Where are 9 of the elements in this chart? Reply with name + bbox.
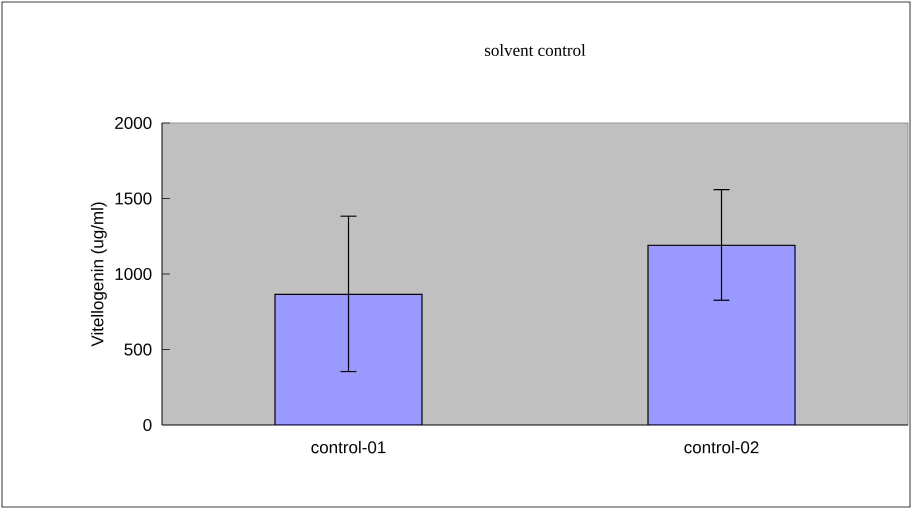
y-tick-label: 500 [124,343,152,356]
y-tick-label: 2000 [115,116,152,130]
x-tick-label: control-01 [311,440,386,454]
y-tick-label: 1500 [116,192,152,205]
chart-title: solvent control [484,44,586,56]
y-axis-title: Vitellogenin (ug/ml) [90,202,107,347]
y-tick-label: 0 [143,418,152,432]
x-tick-label: control-02 [684,440,758,454]
y-tick-label: 1000 [116,268,152,280]
